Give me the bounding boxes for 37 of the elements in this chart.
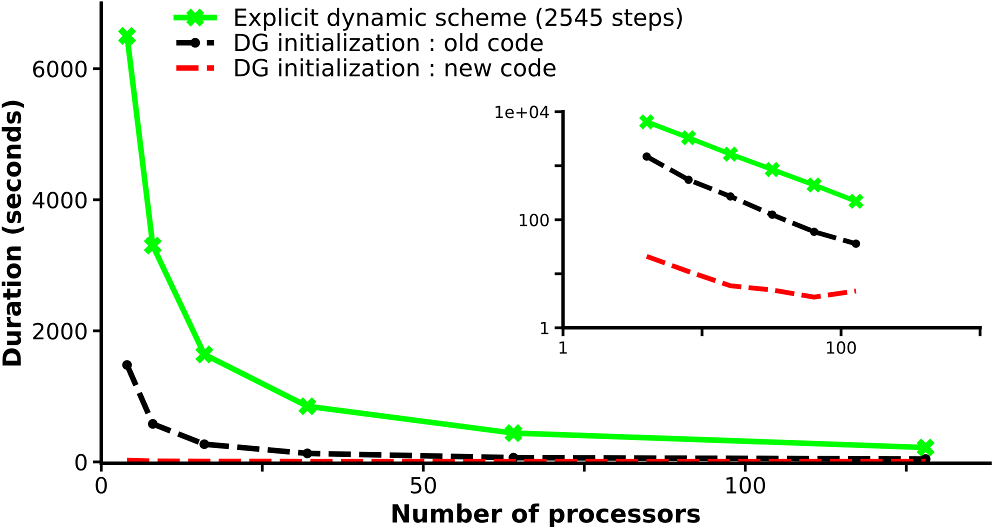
point (916, 438, 935, 457)
y-tick-label: 6000 (33, 60, 87, 78)
legend-label: Explicit dynamic scheme (2545 steps) (235, 8, 682, 31)
point (195, 345, 214, 364)
y-tick-label: 1 (541, 322, 548, 334)
legend-label: DG initialization : old code (235, 33, 543, 52)
y-tick-label: 100 (520, 214, 549, 226)
point (642, 152, 651, 161)
point (848, 194, 864, 209)
point (726, 192, 735, 201)
point (144, 236, 162, 255)
point (764, 162, 780, 178)
point (852, 240, 860, 248)
x-tick-label: 0 (96, 476, 107, 494)
point (298, 397, 316, 416)
point (302, 448, 312, 458)
y-tick-label: 2000 (33, 322, 87, 340)
point (806, 177, 822, 193)
point (504, 424, 522, 442)
point (768, 210, 776, 219)
point (639, 114, 654, 130)
point (684, 176, 693, 184)
x-tick-label: 50 (410, 476, 436, 494)
point (199, 439, 210, 450)
point (722, 146, 738, 162)
point (148, 419, 158, 429)
legend-label: DG initialization : new code (235, 58, 556, 77)
point (810, 228, 818, 236)
y-axis-title: Duration (seconds) (2, 100, 24, 366)
y-tick-label: 4000 (32, 192, 87, 209)
x-tick-label: 100 (726, 476, 766, 494)
point (118, 26, 136, 45)
point (680, 130, 696, 146)
y-tick-label: 1e+04 (496, 106, 549, 118)
point (122, 360, 132, 370)
y-tick-label: 0 (75, 454, 87, 471)
line-series (644, 254, 858, 300)
